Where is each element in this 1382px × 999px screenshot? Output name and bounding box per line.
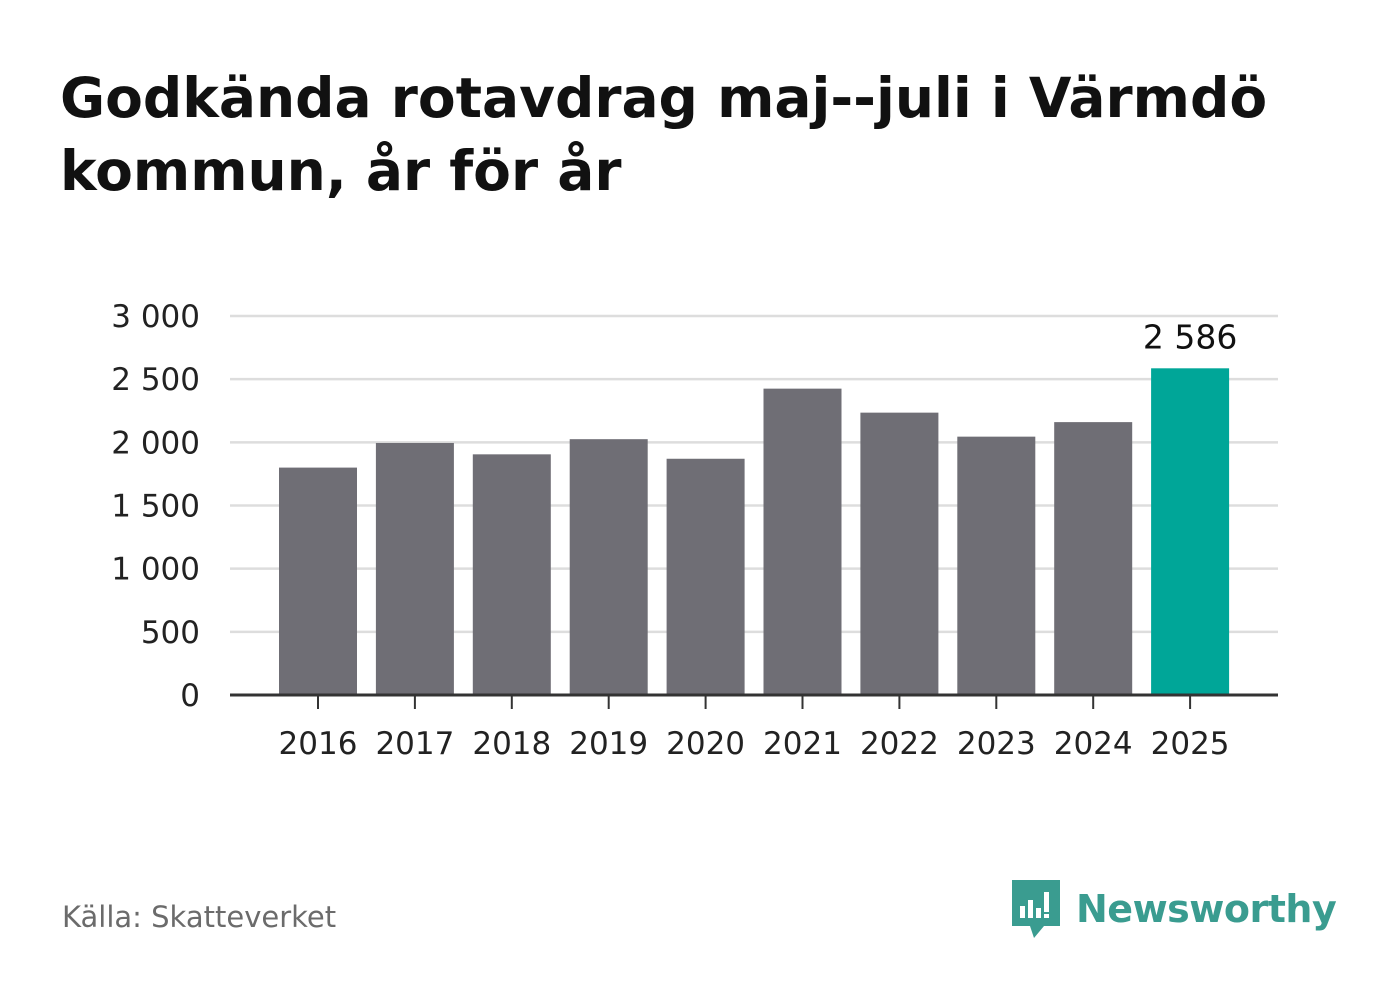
bar-2018 <box>472 454 551 695</box>
y-tick-label-500: 500 <box>141 615 200 651</box>
bar-2024 <box>1054 422 1133 695</box>
newsworthy-logo-icon <box>1012 880 1060 938</box>
bar-2020 <box>666 458 745 695</box>
x-tick-label-2025: 2025 <box>1151 726 1230 762</box>
bar-2022 <box>860 412 939 695</box>
source-note: Källa: Skatteverket <box>62 900 337 934</box>
x-tick-label-2020: 2020 <box>666 726 745 762</box>
bar-2016 <box>279 467 357 695</box>
newsworthy-logo-text: Newsworthy <box>1076 887 1337 931</box>
x-tick-label-2016: 2016 <box>279 726 358 762</box>
y-tick-label-2000: 2 000 <box>111 425 200 461</box>
data-label-2025: 2 586 <box>1143 317 1237 356</box>
y-tick-label-1000: 1 000 <box>111 552 200 588</box>
x-tick-label-2021: 2021 <box>763 726 842 762</box>
x-tick-label-2024: 2024 <box>1054 726 1133 762</box>
bar-2017 <box>375 442 454 695</box>
y-tick-label-2500: 2 500 <box>111 362 200 398</box>
newsworthy-logo: Newsworthy <box>1010 878 1337 940</box>
y-tick-label-1500: 1 500 <box>111 489 200 525</box>
x-tick-label-2022: 2022 <box>860 726 939 762</box>
bar-2025 <box>1151 368 1230 695</box>
x-tick-label-2018: 2018 <box>472 726 551 762</box>
y-tick-label-3000: 3 000 <box>111 299 200 335</box>
x-tick-label-2017: 2017 <box>375 726 454 762</box>
bar-2021 <box>763 388 842 695</box>
bar-2023 <box>957 436 1036 695</box>
bar-2019 <box>569 439 648 695</box>
chart-title: Godkända rotavdrag maj--juli i Värmdö ko… <box>60 66 1268 203</box>
x-tick-label-2023: 2023 <box>957 726 1036 762</box>
x-tick-label-2019: 2019 <box>569 726 648 762</box>
y-tick-label-0: 0 <box>180 678 200 714</box>
